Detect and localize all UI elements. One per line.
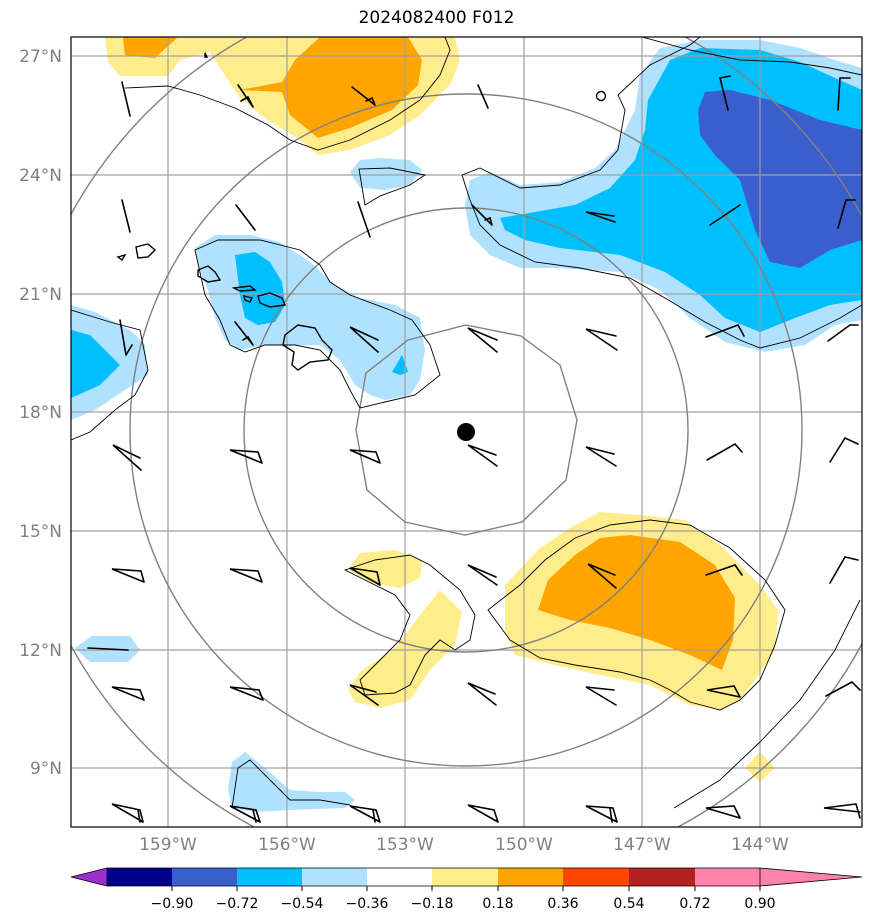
- colorbar-extend-high: [759, 867, 863, 887]
- colorbar-segment: [629, 868, 695, 886]
- lat-label: 9°N: [30, 759, 62, 779]
- colorbar-label: 0.36: [547, 896, 578, 912]
- lat-label: 18°N: [19, 403, 62, 423]
- colorbar-label: −0.54: [281, 896, 324, 912]
- lon-label: 147°W: [613, 835, 671, 855]
- lat-label: 27°N: [19, 47, 62, 67]
- lon-label: 153°W: [376, 835, 434, 855]
- colorbar-segment: [498, 868, 563, 886]
- colorbar-label: −0.36: [346, 896, 389, 912]
- lat-label: 12°N: [19, 641, 62, 661]
- coastlines: [116, 52, 607, 371]
- longitude-axis: 159°W 156°W 153°W 150°W 147°W 144°W: [139, 835, 789, 855]
- colorbar-label: −0.90: [151, 896, 194, 912]
- map-title: 2024082400 F012: [358, 8, 515, 28]
- map-plot-area: [71, 37, 862, 827]
- colorbar-label: 0.90: [744, 896, 775, 912]
- colorbar-segment: [367, 868, 432, 886]
- colorbar-ticks: [171, 886, 761, 891]
- latitude-axis: 27°N 24°N 21°N 18°N 15°N 12°N 9°N: [19, 47, 62, 779]
- lon-label: 150°W: [495, 835, 553, 855]
- colorbar-segment: [172, 868, 237, 886]
- colorbar: −0.90 −0.72 −0.54 −0.36 −0.18 0.18 0.36 …: [70, 867, 863, 912]
- graticule: [71, 37, 862, 827]
- range-rings: [71, 37, 862, 827]
- colorbar-label: 0.54: [613, 896, 644, 912]
- plot-frame: [70, 36, 863, 828]
- colorbar-label: 0.72: [679, 896, 710, 912]
- lat-label: 15°N: [19, 522, 62, 542]
- colorbar-label: −0.18: [411, 896, 454, 912]
- wind-barbs: [87, 75, 861, 823]
- colorbar-label: −0.72: [216, 896, 259, 912]
- storm-center-marker: [457, 423, 475, 441]
- colorbar-segment: [432, 868, 498, 886]
- colorbar-segment: [695, 868, 760, 886]
- colorbar-label: 0.18: [482, 896, 513, 912]
- lon-label: 159°W: [139, 835, 197, 855]
- lon-label: 144°W: [731, 835, 789, 855]
- contour-lines: [71, 37, 862, 809]
- lat-label: 21°N: [19, 285, 62, 305]
- lon-label: 156°W: [258, 835, 316, 855]
- colorbar-segment: [563, 868, 629, 886]
- colorbar-segment: [302, 868, 367, 886]
- colorbar-segment: [107, 868, 172, 886]
- lat-label: 24°N: [19, 166, 62, 186]
- colorbar-segment: [237, 868, 302, 886]
- colorbar-extend-low: [70, 867, 108, 887]
